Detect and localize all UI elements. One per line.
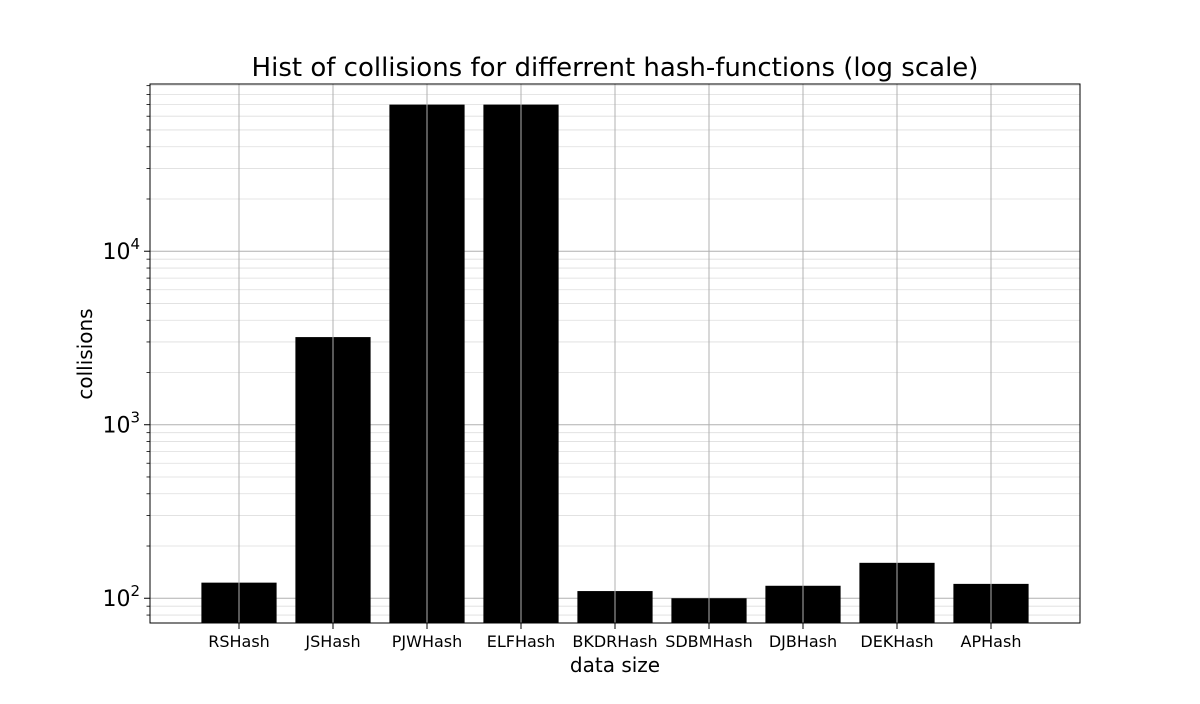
x-tick-label: BKDRHash <box>572 632 657 651</box>
x-tick-label: SDBMHash <box>665 632 753 651</box>
x-gridlines <box>238 84 992 623</box>
y-axis-ticks: 102 103 104 <box>102 85 150 616</box>
chart-title: Hist of collisions for differrent hash-f… <box>252 53 979 83</box>
y-axis-label: collisions <box>73 308 97 399</box>
x-tick-label: RSHash <box>208 632 270 651</box>
x-axis-label: data size <box>570 653 660 677</box>
x-tick-label: DEKHash <box>860 632 933 651</box>
y-tick-label: 104 <box>102 235 140 265</box>
x-tick-label: DJBHash <box>769 632 837 651</box>
x-tick-label: PJWHash <box>392 632 463 651</box>
y-tick-label: 103 <box>102 409 140 439</box>
y-tick-label: 102 <box>102 582 140 612</box>
x-tick-label: JSHash <box>304 632 360 651</box>
x-tick-label: ELFHash <box>487 632 556 651</box>
x-tick-label: APHash <box>961 632 1022 651</box>
x-axis-ticks: RSHash JSHash PJWHash ELFHash BKDRHash SDBMHa… <box>208 623 1021 651</box>
